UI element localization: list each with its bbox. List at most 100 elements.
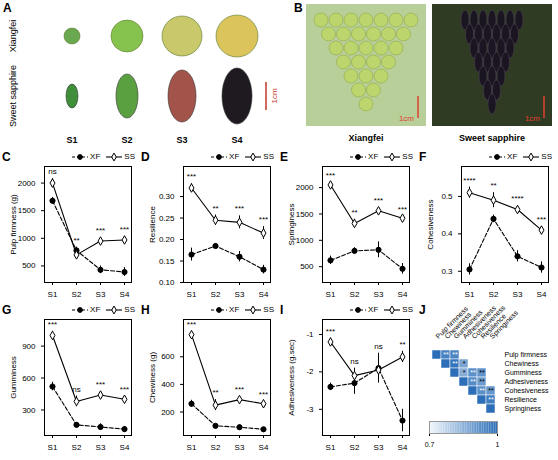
svg-text:S3: S3 [96,290,106,299]
svg-text:1000: 1000 [18,234,36,243]
svg-text:S2: S2 [72,290,82,299]
svg-text:1cm: 1cm [525,114,540,123]
svg-text:0.3: 0.3 [441,267,453,276]
svg-text:**: ** [452,360,458,367]
svg-text:***: *** [259,390,268,399]
svg-text:***: *** [48,320,57,329]
svg-text:0.25: 0.25 [159,214,175,223]
svg-text:***: *** [235,204,244,213]
svg-text:1000: 1000 [296,236,314,245]
svg-text:0.5: 0.5 [441,192,453,201]
svg-text:Xiangfei: Xiangfei [348,133,383,143]
svg-text:S1: S1 [48,290,58,299]
svg-text:S2: S2 [350,443,360,452]
svg-text:1500: 1500 [18,206,36,215]
svg-text:900: 900 [22,342,36,351]
svg-text:Springiness: Springiness [488,309,520,341]
svg-text:S3: S3 [235,443,245,452]
svg-text:Springiness: Springiness [505,405,542,413]
svg-text:S3: S3 [374,290,384,299]
svg-text:**: ** [479,387,485,394]
svg-text:***: *** [326,171,335,180]
svg-text:Chewiness (g): Chewiness (g) [148,352,157,403]
svg-text:**: ** [488,396,494,403]
svg-text:Sweet sapphire: Sweet sapphire [8,65,18,127]
svg-text:S2: S2 [72,443,82,452]
svg-text:S4: S4 [120,290,130,299]
svg-text:S1: S1 [48,443,58,452]
svg-text:Springiness: Springiness [287,204,296,246]
svg-text:Xiangfei: Xiangfei [8,20,18,53]
svg-text:S4: S4 [231,135,242,145]
svg-text:S4: S4 [120,443,130,452]
svg-text:**: ** [488,387,494,394]
svg-text:**: ** [470,378,476,385]
svg-text:S3: S3 [374,443,384,452]
svg-text:Cohesiveness: Cohesiveness [426,199,435,249]
svg-text:**: ** [212,388,218,397]
svg-text:Pulp firmness: Pulp firmness [505,351,548,359]
svg-text:S1: S1 [187,290,197,299]
svg-text:***: *** [96,380,105,389]
svg-text:**: ** [73,236,79,245]
svg-text:1cm: 1cm [399,114,414,123]
svg-text:***: *** [120,225,129,234]
svg-text:ns: ns [374,342,382,351]
svg-text:Gumminess: Gumminess [505,369,543,376]
svg-text:S4: S4 [259,290,269,299]
svg-text:S2: S2 [121,135,132,145]
svg-text:0.4: 0.4 [441,229,453,238]
svg-text:S1: S1 [187,443,197,452]
svg-text:ns: ns [350,357,358,366]
svg-text:0.10: 0.10 [159,278,175,287]
svg-text:Cohesiveness: Cohesiveness [505,387,549,394]
svg-text:**: ** [351,208,357,217]
svg-text:S1: S1 [326,443,336,452]
svg-text:****: **** [511,194,523,203]
svg-text:ns: ns [48,167,56,176]
svg-text:***: *** [537,215,546,224]
svg-text:S2: S2 [211,290,221,299]
svg-text:Resilience: Resilience [505,396,537,403]
svg-text:-1: -1 [306,330,314,339]
svg-text:S4: S4 [398,290,408,299]
svg-text:A: A [3,1,12,15]
svg-text:***: *** [259,215,268,224]
svg-text:**: ** [479,369,485,376]
svg-text:***: *** [187,172,196,181]
svg-text:**: ** [479,378,485,385]
svg-text:400: 400 [161,380,175,389]
svg-text:-2: -2 [306,367,314,376]
svg-text:Chewiness: Chewiness [505,360,540,367]
svg-text:*: * [463,360,466,367]
svg-text:***: *** [398,205,407,214]
svg-text:**: ** [490,181,496,190]
svg-text:S4: S4 [259,443,269,452]
svg-text:0.30: 0.30 [159,192,175,201]
svg-text:0.7: 0.7 [425,441,435,447]
svg-text:600: 600 [161,352,175,361]
svg-text:Adhesiveness (g.sec): Adhesiveness (g.sec) [287,339,296,416]
svg-text:***: *** [235,385,244,394]
svg-text:Pulp firmness (g): Pulp firmness (g) [9,194,18,255]
svg-text:S3: S3 [96,443,106,452]
svg-text:*: * [463,369,466,376]
svg-text:S4: S4 [398,443,408,452]
svg-text:S4: S4 [537,290,547,299]
svg-text:***: *** [374,196,383,205]
svg-text:2000: 2000 [296,183,314,192]
svg-text:0.15: 0.15 [159,257,175,266]
svg-text:500: 500 [22,261,36,270]
svg-text:1500: 1500 [296,210,314,219]
svg-text:S2: S2 [489,290,499,299]
svg-text:B: B [294,1,303,15]
svg-text:Sweet sapphire: Sweet sapphire [459,133,525,143]
svg-text:1: 1 [496,441,500,447]
svg-text:S3: S3 [176,135,187,145]
svg-text:****: **** [463,176,475,185]
svg-text:***: *** [96,226,105,235]
svg-text:S2: S2 [211,443,221,452]
svg-text:***: *** [120,385,129,394]
svg-text:500: 500 [300,262,314,271]
svg-text:600: 600 [22,374,36,383]
